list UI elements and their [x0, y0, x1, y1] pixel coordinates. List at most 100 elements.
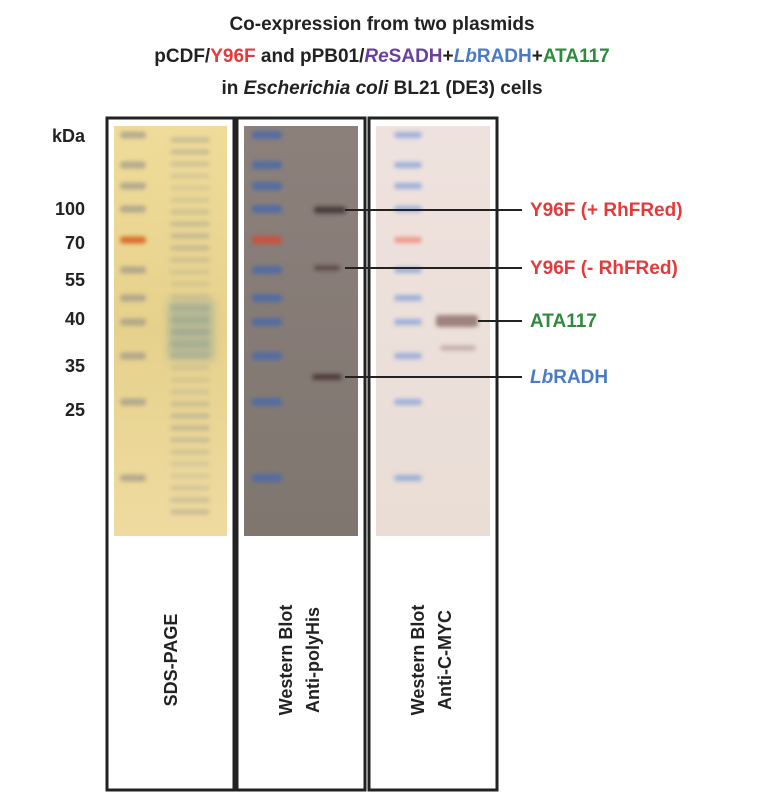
title-line: in Escherichia coli BL21 (DE3) cells — [221, 78, 542, 99]
band — [120, 161, 146, 169]
band — [170, 377, 210, 383]
title-segment: Lb — [454, 46, 478, 67]
band — [252, 182, 282, 190]
band — [252, 161, 282, 169]
band-label: LbRADH — [530, 367, 608, 388]
panel-label: Anti-polyHis — [303, 607, 323, 713]
band — [394, 475, 422, 481]
band — [436, 315, 478, 327]
annotation-lines — [345, 209, 522, 378]
band — [314, 206, 346, 214]
band — [170, 389, 210, 395]
gel-bands — [120, 131, 214, 515]
gel-image — [244, 126, 358, 536]
band — [394, 319, 422, 325]
band — [170, 497, 210, 503]
title-segment: Y96F — [210, 46, 255, 67]
band — [170, 185, 210, 191]
band — [252, 205, 282, 213]
band — [120, 294, 146, 302]
band — [170, 137, 210, 143]
band — [312, 374, 342, 380]
band — [120, 131, 146, 139]
kda-label: 55 — [65, 270, 85, 290]
kda-label: 40 — [65, 309, 85, 329]
title-segment: ATA117 — [543, 46, 610, 67]
band-label-part: Lb — [530, 367, 554, 388]
band — [170, 485, 210, 491]
title-line: pCDF/Y96F and pPB01/ReSADH+LbRADH+ATA117 — [154, 46, 609, 67]
band — [252, 352, 282, 360]
band-label: ATA117 — [530, 311, 597, 332]
kda-unit: kDa — [52, 126, 86, 146]
band — [170, 221, 210, 227]
gel-bands — [252, 131, 346, 482]
band — [252, 131, 282, 139]
band — [394, 237, 422, 243]
band — [120, 474, 146, 482]
band — [170, 197, 210, 203]
band — [120, 318, 146, 326]
band-label-part: RADH — [553, 367, 608, 388]
band — [120, 182, 146, 190]
band-label: Y96F (+ RhFRed) — [530, 200, 683, 221]
band — [440, 345, 476, 351]
band — [170, 233, 210, 239]
band — [170, 281, 210, 287]
band — [170, 509, 210, 515]
panel-label: SDS-PAGE — [161, 614, 181, 707]
smear — [168, 300, 214, 360]
band — [170, 173, 210, 179]
band — [170, 269, 210, 275]
band — [394, 353, 422, 359]
title-segment: and pPB01/ — [256, 46, 365, 67]
band — [170, 449, 210, 455]
gel-image — [376, 126, 490, 536]
title-segment: BL21 (DE3) cells — [388, 78, 542, 99]
band — [170, 473, 210, 479]
band — [394, 399, 422, 405]
band — [170, 413, 210, 419]
panel-label: Western Blot — [276, 605, 296, 716]
band — [252, 236, 282, 244]
band — [394, 295, 422, 301]
panel-label: Western Blot — [408, 605, 428, 716]
band-label: Y96F (- RhFRed) — [530, 258, 678, 279]
band — [120, 236, 146, 244]
band — [252, 474, 282, 482]
band — [120, 352, 146, 360]
band — [170, 461, 210, 467]
band — [252, 398, 282, 406]
band — [252, 266, 282, 274]
kda-labels: 100 70 55 40 35 25 — [55, 199, 85, 420]
title-segment: + — [443, 46, 454, 67]
band — [170, 293, 210, 299]
title-segment: pCDF/ — [154, 46, 211, 67]
kda-label: 25 — [65, 400, 85, 420]
title-segment: SADH — [389, 46, 443, 67]
band — [170, 365, 210, 371]
band — [314, 265, 340, 271]
panel-label: Anti-C-MYC — [435, 610, 455, 710]
band — [170, 245, 210, 251]
band — [170, 401, 210, 407]
band — [394, 132, 422, 138]
kda-label: 35 — [65, 356, 85, 376]
band — [252, 294, 282, 302]
title-segment: Escherichia coli — [244, 78, 389, 99]
band — [252, 318, 282, 326]
title-segment: Re — [364, 46, 389, 67]
title-segment: + — [532, 46, 543, 67]
band — [394, 183, 422, 189]
band — [170, 437, 210, 443]
band — [120, 398, 146, 406]
band — [120, 205, 146, 213]
band — [394, 162, 422, 168]
band — [170, 425, 210, 431]
band — [120, 266, 146, 274]
band — [170, 209, 210, 215]
kda-label: 100 — [55, 199, 85, 219]
kda-label: 70 — [65, 233, 85, 253]
band — [170, 149, 210, 155]
